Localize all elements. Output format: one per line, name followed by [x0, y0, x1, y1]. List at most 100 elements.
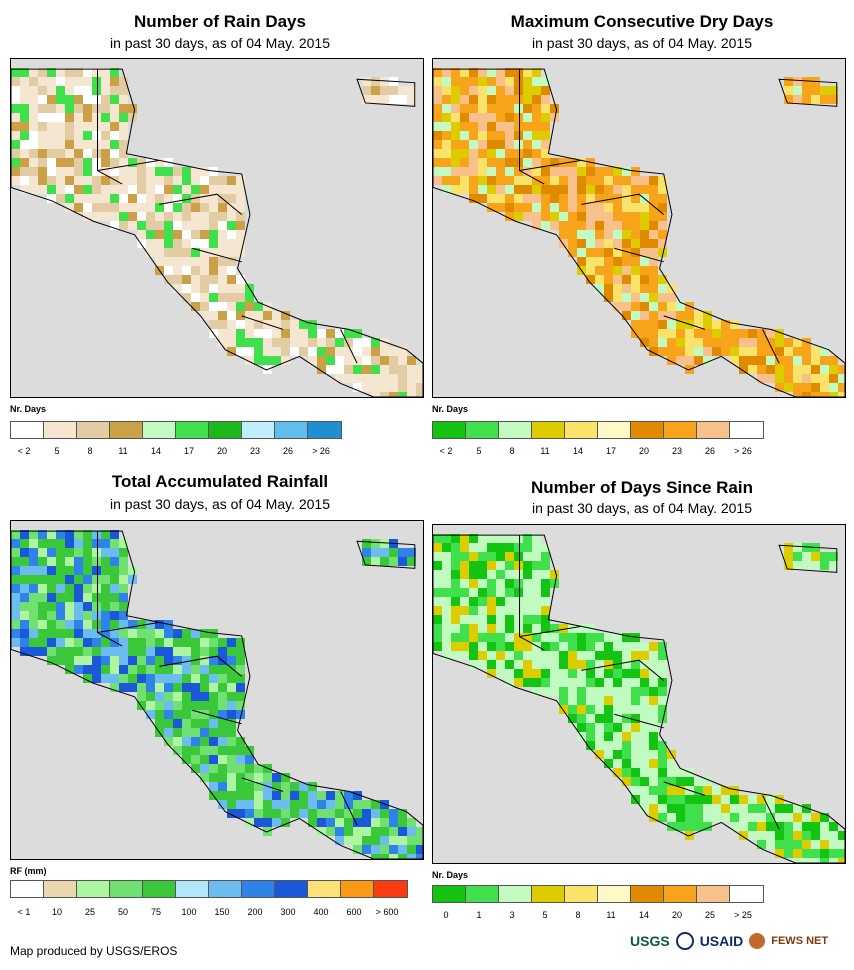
map-canvas: [433, 59, 845, 397]
legend-label-9: 400: [313, 907, 329, 917]
panel-title: Number of Days Since Rain: [530, 478, 753, 497]
legend-label-2: 25: [84, 907, 96, 917]
usaid-seal-icon: [675, 932, 694, 950]
legend-swatch-8: [275, 422, 308, 438]
legend-swatch-7: [242, 881, 275, 897]
legend-bar: [10, 421, 342, 439]
usgs-logo: USGS: [630, 933, 670, 949]
legend-label-0: < 2: [439, 446, 453, 456]
legend-swatch-9: [308, 422, 341, 438]
legend-swatch-7: [242, 422, 275, 438]
legend-swatch-3: [532, 886, 565, 902]
legend-label-7: 20: [671, 910, 683, 920]
legend-swatch-9: [730, 422, 763, 438]
legend-swatch-6: [209, 422, 242, 438]
legend-swatch-3: [110, 422, 143, 438]
map-dry-days: [432, 58, 846, 398]
panel-title: Total Accumulated Rainfall: [111, 472, 329, 491]
legend-label-3: 11: [118, 446, 128, 456]
legend-label-9: > 26: [734, 446, 752, 456]
legend-swatch-4: [565, 422, 598, 438]
country-border-1: [519, 159, 582, 172]
coastline: [433, 534, 845, 863]
country-border-2: [581, 193, 665, 215]
panel-title: Number of Rain Days: [134, 12, 306, 31]
legend-bar: [432, 421, 764, 439]
legend-title: Nr. Days: [432, 404, 469, 414]
legend-bar: [432, 885, 764, 903]
legend-labels: < 2 5 8 11 14 17 20 23 26 > 26: [10, 446, 350, 458]
legend-label-10: 600: [346, 907, 362, 917]
country-border-4: [663, 315, 706, 330]
panel-subtitle: in past 30 days, as of 04 May. 2015: [532, 500, 752, 516]
legend-label-0: < 1: [17, 907, 31, 917]
legend-swatch-0: [11, 422, 44, 438]
country-border-1: [97, 159, 160, 172]
legend-label-4: 14: [150, 446, 162, 456]
legend-title: Nr. Days: [10, 404, 47, 414]
partner-logos: USGS USAID FEWS NET: [630, 932, 828, 950]
legend-swatch-9: [308, 881, 341, 897]
country-border-3: [614, 247, 664, 263]
legend-label-4: 8: [575, 910, 581, 920]
legend-label-6: 150: [214, 907, 230, 917]
legend-swatch-7: [664, 422, 697, 438]
legend-label-6: 14: [638, 910, 650, 920]
legend-swatch-2: [499, 886, 532, 902]
legend-label-0: 0: [443, 910, 449, 920]
legend-swatch-3: [110, 881, 143, 897]
fews-mark-icon: [749, 933, 766, 949]
legend-swatch-7: [664, 886, 697, 902]
panel-subtitle: in past 30 days, as of 04 May. 2015: [110, 35, 330, 51]
coastline: [11, 68, 423, 397]
legend-labels: < 2 5 8 11 14 17 20 23 26 > 26: [432, 446, 772, 458]
coastline: [11, 530, 423, 859]
legend-swatch-1: [44, 881, 77, 897]
legend-swatch-9: [730, 886, 763, 902]
panel-subtitle: in past 30 days, as of 04 May. 2015: [110, 496, 330, 512]
legend-swatch-1: [44, 422, 77, 438]
island-coastline: [778, 544, 838, 573]
legend-swatch-8: [697, 422, 730, 438]
land-cells: [11, 68, 423, 397]
legend-bar: [10, 880, 408, 898]
legend-swatch-2: [499, 422, 532, 438]
legend-swatch-5: [176, 881, 209, 897]
legend-label-1: 5: [54, 446, 60, 456]
legend-swatch-4: [143, 422, 176, 438]
country-border-5: [762, 329, 780, 364]
legend-swatch-11: [374, 881, 407, 897]
legend-swatch-1: [466, 886, 499, 902]
legend-swatch-2: [77, 881, 110, 897]
legend-title: RF (mm): [10, 866, 47, 876]
legend-label-7: 23: [249, 446, 261, 456]
legend-swatch-8: [697, 886, 730, 902]
legend-label-11: > 600: [375, 907, 399, 917]
country-border-1: [97, 621, 160, 634]
legend-label-5: 100: [181, 907, 197, 917]
country-border-5: [762, 795, 780, 830]
legend-swatch-5: [176, 422, 209, 438]
legend-label-2: 3: [509, 910, 515, 920]
map-canvas: [433, 525, 845, 863]
legend-label-3: 50: [117, 907, 129, 917]
legend-swatch-8: [275, 881, 308, 897]
legend-label-4: 75: [150, 907, 162, 917]
legend-swatch-6: [631, 886, 664, 902]
country-border-4: [241, 315, 284, 330]
legend-label-8: 300: [280, 907, 296, 917]
country-border-4: [241, 777, 284, 792]
legend-label-5: 17: [605, 446, 617, 456]
panel-title: Maximum Consecutive Dry Days: [510, 12, 774, 31]
legend-label-5: 11: [606, 910, 616, 920]
country-border-3: [614, 713, 664, 729]
country-border-1: [519, 625, 582, 638]
usaid-logo: USAID: [699, 933, 744, 949]
map-credit: Map produced by USGS/EROS: [10, 944, 178, 958]
country-border-3: [192, 247, 242, 263]
legend-label-1: 5: [476, 446, 482, 456]
legend-swatch-5: [598, 886, 631, 902]
legend-label-0: < 2: [17, 446, 31, 456]
country-border-5: [340, 791, 358, 826]
legend-swatch-4: [143, 881, 176, 897]
